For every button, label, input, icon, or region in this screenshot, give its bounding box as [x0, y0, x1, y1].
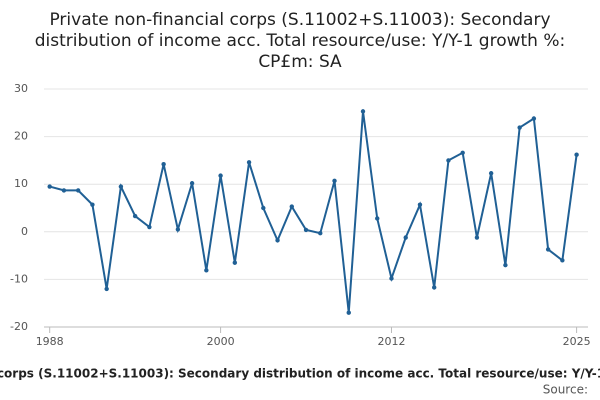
- source: Source:: [543, 383, 588, 397]
- point: [218, 173, 223, 178]
- y-tick-label: 20: [14, 130, 28, 143]
- point: [560, 258, 565, 263]
- point: [474, 235, 480, 240]
- point: [503, 262, 508, 268]
- point: [360, 109, 366, 114]
- point: [246, 160, 252, 165]
- point: [545, 247, 551, 252]
- series-line: [49, 111, 578, 313]
- x-tick-label: 1988: [36, 335, 64, 348]
- point: [189, 181, 195, 186]
- point: [118, 184, 124, 189]
- point: [61, 188, 67, 193]
- point: [232, 260, 238, 265]
- point: [104, 286, 109, 292]
- x-tick-label: 2000: [207, 335, 235, 348]
- point: [175, 227, 181, 232]
- point: [389, 276, 394, 281]
- point: [90, 202, 95, 207]
- point: [132, 213, 138, 219]
- point: [275, 238, 280, 243]
- point: [47, 184, 52, 189]
- point: [417, 202, 423, 207]
- y-tick-label: -10: [10, 272, 28, 285]
- point: [303, 227, 309, 233]
- point: [161, 162, 166, 167]
- point: [346, 310, 351, 315]
- y-tick-label: 0: [21, 225, 28, 238]
- point: [204, 268, 209, 273]
- point: [261, 205, 266, 211]
- chart-title: Private non-financial corps (S.11002+S.1…: [35, 10, 566, 72]
- x-axis-label: Private non-financial corps (S.11002+S.1…: [0, 367, 600, 381]
- x-tick-label: 2012: [377, 335, 405, 348]
- y-tick-label: 10: [14, 177, 28, 190]
- point: [289, 204, 294, 209]
- point: [403, 235, 408, 240]
- y-tick-label: 30: [14, 82, 28, 95]
- point: [332, 178, 337, 184]
- point: [147, 224, 152, 230]
- point: [517, 125, 522, 130]
- point: [460, 150, 465, 155]
- point: [574, 152, 579, 157]
- x-tick-label: 2025: [563, 335, 591, 348]
- point: [375, 216, 380, 221]
- y-tick-label: -20: [10, 320, 28, 333]
- point: [531, 116, 537, 121]
- point: [431, 285, 437, 290]
- point: [75, 188, 81, 193]
- point: [488, 171, 494, 176]
- point: [318, 231, 323, 236]
- point: [446, 158, 451, 163]
